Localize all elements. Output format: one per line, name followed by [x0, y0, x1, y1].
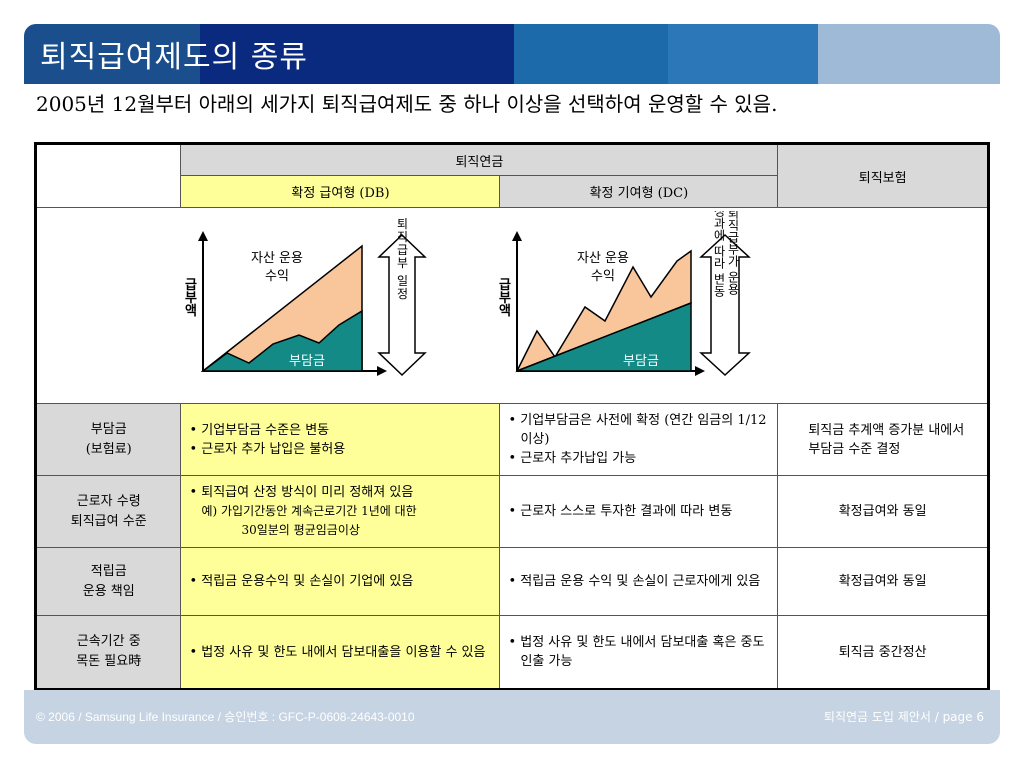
title-bar-segment: [200, 24, 514, 84]
page-title: 퇴직급여제도의 종류: [40, 40, 308, 75]
table-row: 부담금 (보험료) • 기업부담금 수준은 변동 • 근로자 추가 납입은 불허…: [34, 403, 989, 476]
comparison-table: 퇴직연금 퇴직보험 확정 급여형 (DB) 확정 기여형 (DC): [34, 142, 990, 691]
dc-item: • 근로자 스스로 투자한 결과에 따라 변동: [508, 504, 733, 519]
dc-cell: • 근로자 스스로 투자한 결과에 따라 변동: [499, 475, 779, 548]
db-diagram: 급부액 자산 운용 수익 부담금 퇴직급부 일정: [182, 217, 427, 376]
footer: © 2006 / Samsung Life Insurance / 승인번호 :…: [24, 690, 1000, 744]
subtitle: 2005년 12월부터 아래의 세가지 퇴직급여제도 중 하나 이상을 선택하여…: [36, 92, 778, 116]
dc-ylabel: 급부액: [496, 277, 511, 317]
row-label: 근속기간 중 목돈 필요時: [34, 615, 182, 690]
insurance-cell: 확정급여와 동일: [777, 547, 989, 616]
table-corner-cell: [34, 143, 182, 208]
dc-asset-return-area: [515, 249, 692, 372]
dc-cell: • 법정 사유 및 한도 내에서 담보대출 혹은 중도인출 가능: [499, 615, 779, 690]
row-label: 적립금 운용 책임: [34, 547, 182, 616]
db-x-axis-arrowhead: [377, 365, 387, 376]
row-label: 근로자 수령 퇴직급여 수준: [34, 475, 182, 548]
header-pension: 퇴직연금: [180, 143, 779, 176]
row-label-line-2: 퇴직급여 수준: [70, 513, 147, 529]
row-label-line-1: 적립금: [90, 563, 127, 579]
dc-diagram: 급부액 자산 운용 수익 부담금 성과에 따라 변동 퇴직급부가 운용: [496, 211, 751, 376]
db-item: • 법정 사유 및 한도 내에서 담보대출을 이용할 수 있음: [189, 644, 486, 660]
dc-item: • 근로자 추가납입 가능: [508, 451, 637, 466]
dc-asset-label-2: 수익: [591, 269, 615, 284]
row-label-line-1: 근로자 수령: [76, 493, 141, 509]
insurance-cell: 퇴직금 중간정산: [777, 615, 989, 690]
table-row: 근로자 수령 퇴직급여 수준 • 퇴직급여 산정 방식이 미리 정해져 있음 예…: [34, 475, 989, 548]
header-dc: 확정 기여형 (DC): [499, 175, 779, 208]
db-note-line-1: 예) 가입기간동안 계속근로기간 1년에 대한: [201, 504, 417, 518]
dc-cell: • 기업부담금은 사전에 확정 (연간 임금의 1/12이상) • 근로자 추가…: [499, 403, 779, 476]
db-item: • 퇴직급여 산정 방식이 미리 정해져 있음: [189, 485, 414, 500]
dc-y-axis-arrowhead: [512, 230, 522, 241]
db-arrow-text: 퇴직급부 일정: [395, 217, 409, 300]
db-cell: • 법정 사유 및 한도 내에서 담보대출을 이용할 수 있음: [180, 615, 501, 690]
db-note-line-2: 30일분의 평균임금이상: [241, 523, 360, 537]
benefit-diagrams: 급부액 자산 운용 수익 부담금 퇴직급부 일정: [182, 211, 751, 376]
db-item: • 기업부담금 수준은 변동: [189, 422, 330, 438]
dc-item: • 법정 사유 및 한도 내에서 담보대출 혹은 중도인출 가능: [508, 635, 765, 669]
row-label-line-2: 운용 책임: [82, 583, 135, 599]
db-double-arrow: [377, 233, 427, 376]
db-y-axis-arrowhead: [198, 230, 208, 241]
dc-cell: • 적립금 운용 수익 및 손실이 근로자에게 있음: [499, 547, 779, 616]
dc-item: • 적립금 운용 수익 및 손실이 근로자에게 있음: [508, 574, 761, 589]
row-label-line-2: 목돈 필요時: [76, 654, 142, 669]
table-row: 적립금 운용 책임 • 적립금 운용수익 및 손실이 기업에 있음 • 적립금 …: [34, 547, 989, 616]
row-label-line-2: (보험료): [85, 441, 132, 457]
db-asset-label-1: 자산 운용: [251, 251, 303, 266]
title-bar-segment: [24, 24, 200, 84]
title-bar-segment: [514, 24, 668, 84]
row-label-line-1: 부담금: [90, 421, 127, 437]
db-asset-label-2: 수익: [265, 269, 289, 284]
title-bar-segment: [668, 24, 818, 84]
footer-copyright: © 2006 / Samsung Life Insurance / 승인번호 :…: [36, 710, 415, 724]
header-insurance: 퇴직보험: [777, 143, 989, 208]
diagram-row: 급부액 자산 운용 수익 부담금 퇴직급부 일정: [35, 207, 989, 404]
footer-page-info: 퇴직연금 도입 제안서 / page 6: [823, 710, 984, 724]
insurance-cell: 퇴직금 추계액 증가분 내에서 부담금 수준 결정: [777, 403, 989, 476]
dc-double-arrow: [699, 233, 751, 376]
insurance-cell: 확정급여와 동일: [777, 475, 989, 548]
db-item: • 적립금 운용수익 및 손실이 기업에 있음: [189, 574, 414, 589]
dc-x-axis-arrowhead: [695, 365, 705, 376]
slide: 퇴직급여제도의 종류 2005년 12월부터 아래의 세가지 퇴직급여제도 중 …: [24, 24, 1000, 744]
row-label: 부담금 (보험료): [34, 403, 182, 476]
db-cell: • 기업부담금 수준은 변동 • 근로자 추가 납입은 불허용: [180, 403, 501, 476]
dc-contribution-area: [516, 301, 692, 372]
header-db: 확정 급여형 (DB): [180, 175, 501, 208]
dc-arrow-text-right: 퇴직급부가 운용: [726, 211, 740, 295]
db-item: • 근로자 추가 납입은 불허용: [189, 441, 346, 457]
title-bar: 퇴직급여제도의 종류: [24, 24, 1000, 84]
title-bar-segment: [818, 24, 1000, 84]
row-label-line-1: 근속기간 중: [76, 634, 141, 649]
db-contribution-label: 부담금: [289, 354, 325, 369]
dc-asset-label-1: 자산 운용: [577, 251, 629, 266]
dc-item: • 기업부담금은 사전에 확정 (연간 임금의 1/12이상): [508, 413, 767, 447]
db-ylabel: 급부액: [182, 277, 197, 317]
db-cell: • 퇴직급여 산정 방식이 미리 정해져 있음 예) 가입기간동안 계속근로기간…: [180, 475, 501, 548]
db-contribution-area: [200, 309, 363, 372]
dc-contribution-label: 부담금: [623, 354, 659, 369]
table-row: 근속기간 중 목돈 필요時 • 법정 사유 및 한도 내에서 담보대출을 이용할…: [34, 615, 989, 690]
db-cell: • 적립금 운용수익 및 손실이 기업에 있음: [180, 547, 501, 616]
dc-arrow-text-left: 성과에 따라 변동: [712, 211, 726, 297]
